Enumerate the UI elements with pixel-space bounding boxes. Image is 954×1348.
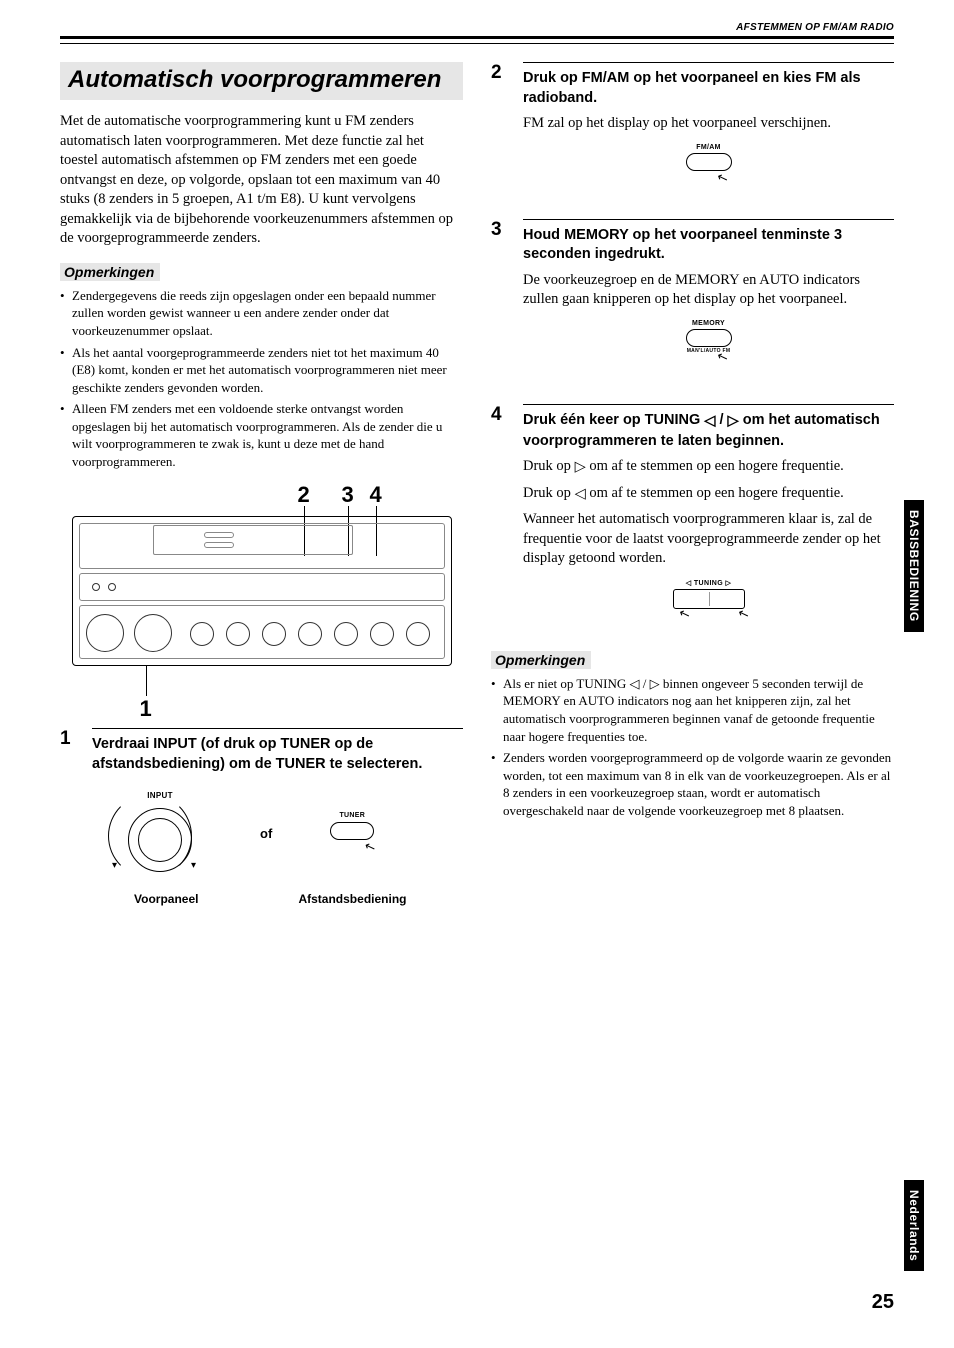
note-item: Alleen FM zenders met een voldoende ster…	[60, 400, 463, 470]
right-column: 2 Druk op FM/AM op het voorpaneel en kie…	[491, 62, 894, 920]
notes-heading-2: Opmerkingen	[491, 651, 591, 669]
press-cursor-icon: ↖	[715, 169, 730, 185]
step-4: 4 Druk één keer op TUNING ◁ / ▷ om het a…	[491, 404, 894, 637]
step-number: 1	[60, 728, 78, 905]
triangle-left-icon: ◁	[704, 412, 715, 432]
tuner-button-label: TUNER	[330, 812, 374, 819]
device-outline	[72, 516, 452, 666]
page-number: 25	[872, 1291, 894, 1314]
step-1: 1 Verdraai INPUT (of druk op TUNER op de…	[60, 728, 463, 905]
step-3: 3 Houd MEMORY op het voorpaneel tenminst…	[491, 219, 894, 390]
input-knob-figure: INPUT ▾ ▾	[118, 791, 202, 876]
triangle-left-icon: ◁	[575, 485, 586, 505]
step-2: 2 Druk op FM/AM op het voorpaneel en kie…	[491, 62, 894, 205]
notes-heading-1: Opmerkingen	[60, 263, 160, 281]
tuning-button-figure: ◁ TUNING ▷ ↖ ↖	[523, 579, 894, 623]
step-2-text: FM zal op het display op het voorpaneel …	[523, 114, 894, 134]
step-number: 4	[491, 404, 509, 637]
step-number: 3	[491, 219, 509, 390]
step-4-p1: Druk op ▷ om af te stemmen op een hogere…	[523, 457, 894, 478]
step-2-title: Druk op FM/AM op het voorpaneel en kies …	[523, 69, 894, 108]
step-1-title: Verdraai INPUT (of druk op TUNER op de a…	[92, 735, 463, 774]
callout-4: 4	[370, 482, 382, 508]
notes-list-1: Zendergegevens die reeds zijn opgeslagen…	[60, 287, 463, 470]
step-number: 2	[491, 62, 509, 205]
fmam-button-label: FM/AM	[523, 144, 894, 151]
memory-button-label: MEMORY	[523, 320, 894, 327]
triangle-right-icon: ▷	[575, 458, 586, 478]
section-title: Automatisch voorprogrammeren	[68, 66, 455, 94]
fmam-button-figure: FM/AM ↖	[523, 144, 894, 189]
intro-paragraph: Met de automatische voorprogrammering ku…	[60, 112, 463, 249]
step-4-title: Druk één keer op TUNING ◁ / ▷ om het aut…	[523, 411, 894, 451]
triangle-right-icon: ▷	[728, 412, 739, 432]
step-4-p2: Druk op ◁ om af te stemmen op een hogere…	[523, 484, 894, 505]
note-item: Zendergegevens die reeds zijn opgeslagen…	[60, 287, 463, 340]
callout-2: 2	[298, 482, 310, 508]
left-column: Automatisch voorprogrammeren Met de auto…	[60, 62, 463, 920]
note-item: Als het aantal voorgeprogrammeerde zende…	[60, 344, 463, 397]
note-item: Als er niet op TUNING ◁ / ▷ binnen ongev…	[491, 675, 894, 745]
callout-3: 3	[342, 482, 354, 508]
memory-button-figure: MEMORY MAN'L/AUTO FM ↖	[523, 320, 894, 374]
step-3-text: De voorkeuzegroep en de MEMORY en AUTO i…	[523, 271, 894, 310]
header-rule-thick	[60, 36, 894, 39]
tuner-button-figure: TUNER ↖	[330, 812, 374, 855]
device-figure: 2 3 4	[60, 486, 463, 710]
step-4-p3: Wanneer het automatisch voorprogrammeren…	[523, 510, 894, 569]
caption-voorpaneel: Voorpaneel	[134, 892, 198, 906]
section-title-box: Automatisch voorprogrammeren	[60, 62, 463, 100]
caption-afstandsbediening: Afstandsbediening	[298, 892, 406, 906]
header-label: AFSTEMMEN OP FM/AM RADIO	[736, 22, 894, 33]
side-tab-basisbediening: BASISBEDIENING	[904, 500, 924, 632]
step-3-title: Houd MEMORY op het voorpaneel tenminste …	[523, 226, 894, 265]
note-item: Zenders worden voorgeprogrammeerd op de …	[491, 749, 894, 819]
memory-button-sublabel: MAN'L/AUTO FM	[523, 348, 894, 354]
callout-1: 1	[140, 696, 152, 722]
notes-list-2: Als er niet op TUNING ◁ / ▷ binnen ongev…	[491, 675, 894, 819]
header-rule-thin	[60, 43, 894, 44]
step-1-figure: INPUT ▾ ▾ of TUNER ↖	[118, 791, 463, 876]
content-columns: Automatisch voorprogrammeren Met de auto…	[60, 62, 894, 920]
tuning-button-label: ◁ TUNING ▷	[523, 579, 894, 587]
or-label: of	[260, 826, 272, 841]
press-cursor-icon: ↖	[736, 605, 751, 621]
side-tab-nederlands: Nederlands	[904, 1180, 924, 1271]
